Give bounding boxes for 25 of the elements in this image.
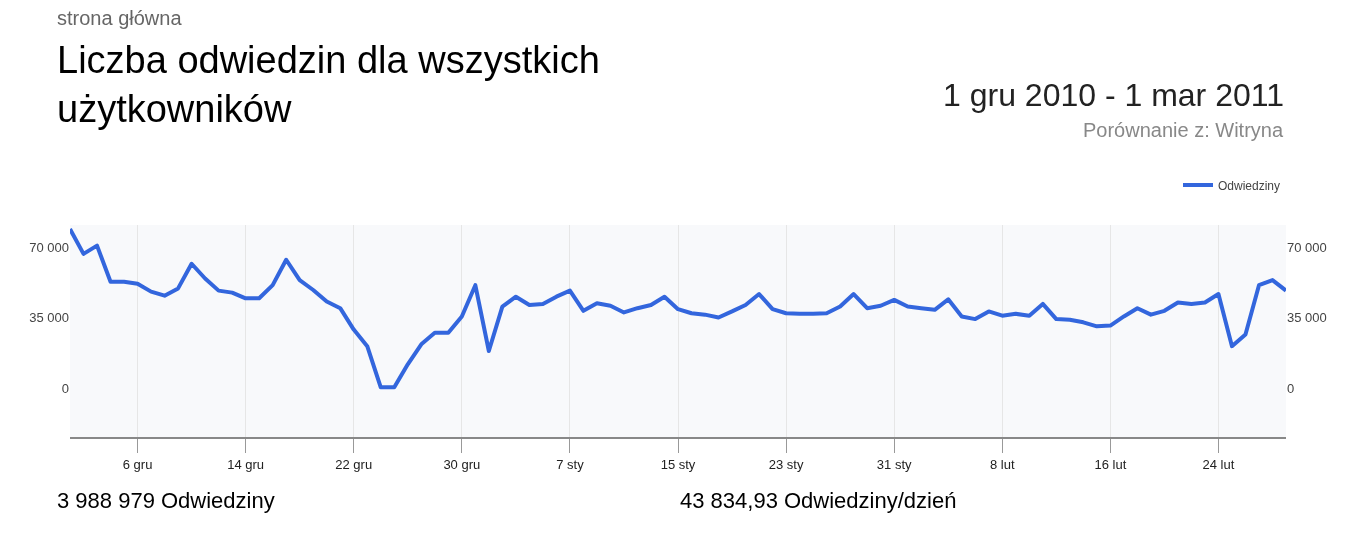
- x-tick-label: 30 gru: [443, 456, 481, 472]
- y2-tick-label: 70 000: [1287, 239, 1327, 255]
- x-tick-label: 8 lut: [989, 456, 1015, 472]
- chart-title: Liczba odwiedzin dla wszystkich użytkowników: [57, 39, 600, 131]
- x-tick-label: 15 sty: [660, 456, 696, 472]
- text: Porównanie z: Witryna: [1083, 119, 1284, 141]
- x-tick-label: 31 sty: [876, 456, 913, 472]
- x-tick-label: 7 sty: [556, 456, 585, 472]
- text: 43 834,93 Odwiedziny/dzień: [680, 488, 957, 513]
- x-tick-label: 22 gru: [335, 456, 373, 472]
- text: 1 gru 2010 - 1 mar 2011: [943, 77, 1284, 113]
- x-tick-label: 6 gru: [122, 456, 153, 472]
- x-tick-label: 14 gru: [227, 456, 265, 472]
- text: 3 988 979 Odwiedziny: [57, 488, 275, 513]
- x-tick-label: 24 lut: [1202, 456, 1235, 472]
- x-tick-label: 16 lut: [1094, 456, 1127, 472]
- line-series: [70, 227, 1286, 390]
- y2-tick-label: 35 000: [1287, 310, 1327, 326]
- x-tick-label: 23 sty: [768, 456, 804, 472]
- legend-label: Odwiedziny: [1218, 178, 1281, 193]
- y-tick-label: 0: [61, 381, 69, 397]
- y-tick-label: 70 000: [29, 239, 69, 255]
- y2-tick-label: 0: [1287, 381, 1295, 397]
- chart-subtitle: strona główna: [57, 7, 183, 29]
- y-tick-label: 35 000: [29, 310, 69, 326]
